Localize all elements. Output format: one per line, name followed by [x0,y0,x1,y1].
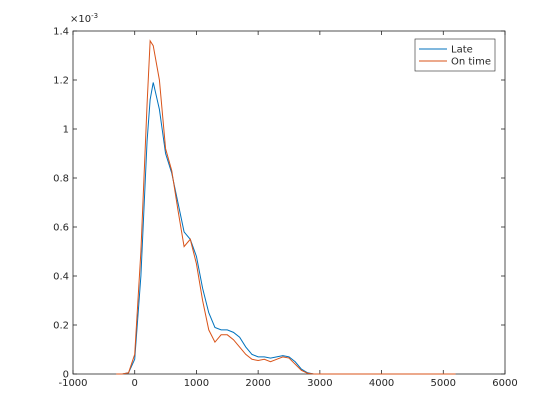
x-tick-label: 2000 [245,378,270,389]
legend-label: Late [451,45,473,56]
plot-box [72,30,506,375]
y-tick-label: 1.2 [53,76,69,87]
x-tick-label: -1000 [58,378,87,389]
x-tick-label: 5000 [431,378,456,389]
y-tick-label: 0.6 [53,223,69,234]
y-tick-label: 1 [63,125,69,136]
x-tick-label: 6000 [492,378,517,389]
y-tick-label: 1.4 [53,27,69,38]
y-tick-label: 0.2 [53,321,69,332]
x-tick-label: 4000 [369,378,394,389]
y-tick-label: 0.8 [53,174,69,185]
x-tick-label: 1000 [184,378,209,389]
legend-box [414,38,496,72]
y-tick-label: 0.4 [53,272,69,283]
y-multiplier-base: ×10 [70,14,91,25]
y-tick-label: 0 [63,370,69,381]
series-line [116,82,456,375]
y-multiplier-exponent: -3 [91,12,98,20]
y-multiplier: ×10-3 [70,12,98,25]
x-tick-label: 0 [132,378,138,389]
series-line [116,39,456,375]
legend-label: On time [451,57,491,68]
x-tick-label: 3000 [307,378,332,389]
